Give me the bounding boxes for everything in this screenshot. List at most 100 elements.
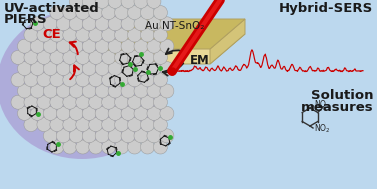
Circle shape [102,28,116,42]
Circle shape [76,28,90,42]
Circle shape [115,50,129,64]
Circle shape [102,118,116,132]
Circle shape [160,62,174,76]
Polygon shape [105,19,140,64]
Circle shape [89,50,103,64]
Circle shape [160,17,174,31]
Circle shape [153,50,167,64]
Circle shape [121,39,135,53]
Circle shape [102,140,116,154]
Circle shape [50,118,64,132]
Circle shape [69,62,83,76]
Circle shape [50,28,64,42]
Text: Solution: Solution [311,89,373,102]
Circle shape [56,106,70,120]
Circle shape [50,50,64,64]
Circle shape [63,140,77,154]
Circle shape [141,73,155,87]
Circle shape [63,50,77,64]
Circle shape [89,118,103,132]
Circle shape [134,106,148,120]
Circle shape [108,129,122,143]
Circle shape [24,28,38,42]
Circle shape [82,129,96,143]
Circle shape [89,73,103,87]
Circle shape [127,73,141,87]
Circle shape [127,95,141,109]
Circle shape [127,50,141,64]
Circle shape [141,28,155,42]
Text: Hybrid-SERS: Hybrid-SERS [279,2,373,15]
Circle shape [134,17,148,31]
Circle shape [115,140,129,154]
Circle shape [95,129,109,143]
Circle shape [153,28,167,42]
Circle shape [43,106,57,120]
Circle shape [50,6,64,20]
Circle shape [115,95,129,109]
Circle shape [76,118,90,132]
Circle shape [24,50,38,64]
Circle shape [24,118,38,132]
Circle shape [31,106,44,120]
Circle shape [63,73,77,87]
Circle shape [82,84,96,98]
Circle shape [56,39,70,53]
Circle shape [69,39,83,53]
Polygon shape [105,19,245,49]
Circle shape [76,95,90,109]
Circle shape [102,73,116,87]
Circle shape [37,28,51,42]
Circle shape [37,95,51,109]
Circle shape [17,106,31,120]
Circle shape [141,6,155,20]
Circle shape [69,106,83,120]
Circle shape [76,50,90,64]
Circle shape [115,118,129,132]
Circle shape [102,50,116,64]
Circle shape [31,62,44,76]
Text: CE: CE [43,28,61,40]
Circle shape [153,140,167,154]
Circle shape [134,0,148,8]
Circle shape [43,84,57,98]
Circle shape [95,84,109,98]
Circle shape [160,84,174,98]
Circle shape [11,73,25,87]
Circle shape [17,39,31,53]
Circle shape [82,39,96,53]
Text: EM: EM [190,54,210,67]
Circle shape [31,84,44,98]
Circle shape [160,129,174,143]
Circle shape [147,106,161,120]
Circle shape [24,73,38,87]
Circle shape [121,17,135,31]
Circle shape [160,106,174,120]
Circle shape [69,84,83,98]
Circle shape [95,0,109,8]
Circle shape [43,17,57,31]
Circle shape [31,39,44,53]
Circle shape [121,129,135,143]
Circle shape [108,0,122,8]
Circle shape [76,6,90,20]
Circle shape [63,6,77,20]
Circle shape [69,17,83,31]
Circle shape [82,106,96,120]
Circle shape [43,39,57,53]
Circle shape [102,6,116,20]
Circle shape [11,95,25,109]
Circle shape [153,6,167,20]
Circle shape [50,95,64,109]
Circle shape [121,106,135,120]
Circle shape [102,95,116,109]
Circle shape [134,129,148,143]
Circle shape [141,118,155,132]
Circle shape [56,129,70,143]
Circle shape [17,84,31,98]
Circle shape [76,140,90,154]
Circle shape [56,17,70,31]
Circle shape [76,73,90,87]
Polygon shape [210,19,245,64]
Circle shape [108,39,122,53]
